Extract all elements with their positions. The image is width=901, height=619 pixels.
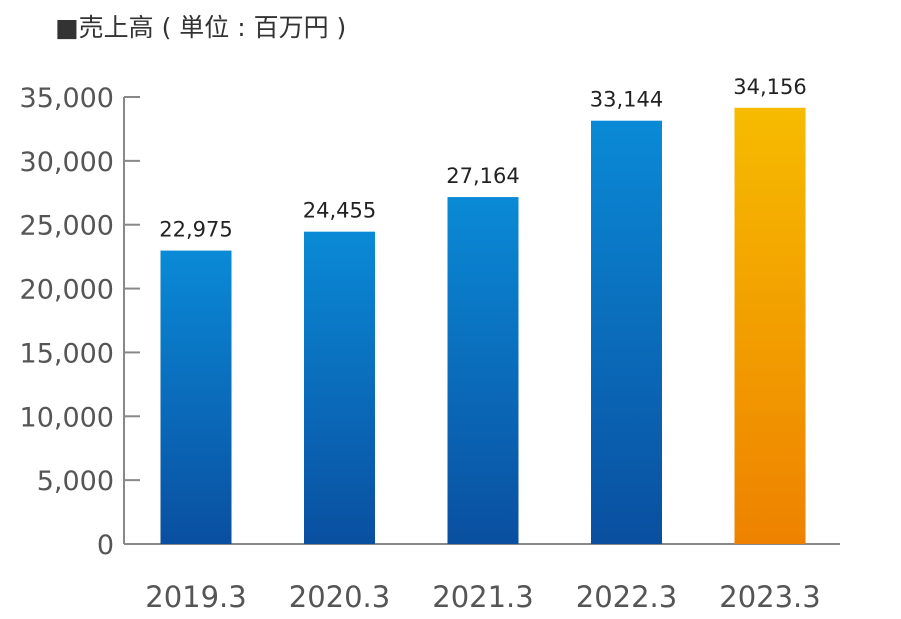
x-category-label: 2023.3	[719, 580, 820, 614]
bar-2022.3	[591, 120, 662, 545]
bar-2021.3	[447, 197, 519, 545]
data-label: 33,144	[590, 88, 663, 112]
bars	[160, 107, 806, 545]
x-category-label: 2019.3	[145, 580, 246, 614]
y-tick-label: 35,000	[20, 83, 114, 114]
y-tick-label: 0	[97, 530, 114, 561]
bar-2023.3	[734, 107, 806, 544]
x-category-label: 2020.3	[289, 580, 390, 614]
y-tick-label: 5,000	[37, 466, 114, 497]
data-label: 34,156	[733, 75, 806, 99]
y-tick-label: 20,000	[20, 275, 114, 306]
labels: 0 5,000 10,000 15,000 20,000 25,000 30,000 35,0…	[20, 75, 821, 614]
y-tick-label: 15,000	[20, 338, 114, 369]
data-label: 22,975	[159, 218, 232, 242]
y-tick-label: 10,000	[20, 402, 114, 433]
data-label: 24,455	[303, 199, 376, 223]
chart-title: ■売上高 ( 単位 : 百万円 )	[55, 13, 347, 42]
data-label: 27,164	[446, 164, 519, 188]
x-category-label: 2021.3	[432, 580, 533, 614]
bar-2019.3	[160, 250, 232, 545]
y-tick-label: 25,000	[20, 211, 114, 242]
x-category-label: 2022.3	[576, 580, 677, 614]
bar-2020.3	[304, 231, 375, 544]
y-tick-label: 30,000	[20, 147, 114, 178]
